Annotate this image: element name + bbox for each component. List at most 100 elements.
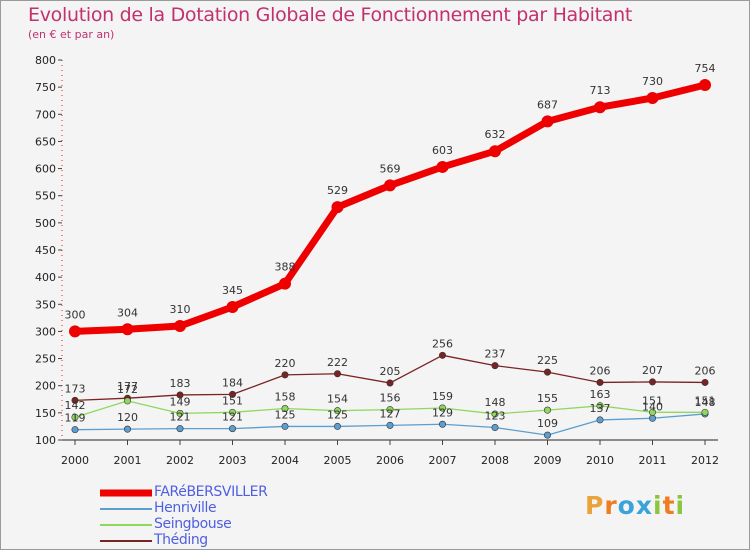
data-point[interactable] bbox=[543, 431, 551, 439]
data-point[interactable] bbox=[491, 410, 499, 418]
data-point[interactable] bbox=[176, 409, 184, 417]
data-point[interactable] bbox=[331, 201, 344, 214]
logo-letter: P bbox=[585, 491, 605, 520]
data-point[interactable] bbox=[648, 414, 656, 422]
data-point[interactable] bbox=[386, 379, 394, 387]
logo-letter: r bbox=[604, 491, 618, 520]
data-label: 713 bbox=[590, 84, 611, 97]
data-point[interactable] bbox=[229, 425, 237, 433]
data-point[interactable] bbox=[281, 422, 289, 430]
data-point[interactable] bbox=[438, 404, 446, 412]
data-label: 151 bbox=[222, 394, 243, 407]
data-point[interactable] bbox=[543, 368, 551, 376]
data-label: 754 bbox=[695, 62, 716, 75]
data-point[interactable] bbox=[229, 390, 237, 398]
data-label: 300 bbox=[65, 308, 86, 321]
data-point[interactable] bbox=[543, 406, 551, 414]
data-point[interactable] bbox=[386, 421, 394, 429]
data-label: 137 bbox=[590, 402, 611, 415]
data-label: 119 bbox=[65, 412, 86, 425]
data-point[interactable] bbox=[386, 406, 394, 414]
data-point[interactable] bbox=[491, 424, 499, 432]
data-point[interactable] bbox=[176, 425, 184, 433]
data-point[interactable] bbox=[281, 371, 289, 379]
x-tick-label: 2003 bbox=[219, 454, 247, 467]
data-label: 183 bbox=[170, 377, 191, 390]
y-tick-label: 300 bbox=[35, 325, 56, 338]
x-tick-label: 2006 bbox=[376, 454, 404, 467]
y-tick-label: 650 bbox=[35, 135, 56, 148]
data-point[interactable] bbox=[384, 179, 396, 192]
data-point[interactable] bbox=[281, 405, 289, 413]
data-label: 151 bbox=[642, 394, 663, 407]
data-point[interactable] bbox=[596, 416, 604, 424]
data-label: 172 bbox=[117, 383, 138, 396]
data-point[interactable] bbox=[648, 378, 656, 386]
data-label: 220 bbox=[275, 357, 296, 370]
data-point[interactable] bbox=[71, 426, 79, 434]
data-label: 304 bbox=[117, 306, 138, 319]
data-point[interactable] bbox=[646, 92, 659, 104]
data-point[interactable] bbox=[333, 370, 341, 378]
data-label: 310 bbox=[170, 303, 191, 316]
logo-letter: i bbox=[675, 491, 686, 520]
data-label: 207 bbox=[642, 364, 663, 377]
data-point[interactable] bbox=[229, 408, 237, 416]
data-label: 121 bbox=[222, 411, 243, 424]
x-tick-label: 2007 bbox=[429, 454, 457, 467]
data-label: 125 bbox=[327, 408, 348, 421]
data-point[interactable] bbox=[594, 101, 606, 114]
data-label: 151 bbox=[695, 394, 716, 407]
data-point[interactable] bbox=[489, 145, 501, 158]
data-point[interactable] bbox=[333, 407, 341, 415]
data-point[interactable] bbox=[176, 391, 184, 399]
data-point[interactable] bbox=[491, 362, 499, 370]
data-point[interactable] bbox=[71, 413, 79, 421]
data-label: 120 bbox=[117, 411, 138, 424]
data-label: 127 bbox=[380, 407, 401, 420]
y-tick-label: 750 bbox=[35, 81, 56, 94]
data-point[interactable] bbox=[174, 320, 186, 332]
data-point[interactable] bbox=[69, 325, 81, 338]
legend-swatch bbox=[100, 540, 152, 542]
data-point[interactable] bbox=[596, 402, 604, 410]
data-point[interactable] bbox=[596, 378, 604, 386]
x-tick-label: 2011 bbox=[639, 454, 667, 467]
data-point[interactable] bbox=[226, 301, 239, 313]
data-point[interactable] bbox=[701, 378, 709, 386]
logo-letter: t bbox=[662, 491, 676, 520]
data-label: 177 bbox=[117, 380, 138, 393]
y-tick-label: 100 bbox=[35, 434, 56, 447]
legend-swatch bbox=[100, 489, 152, 497]
data-point[interactable] bbox=[699, 78, 711, 91]
proxiti-logo[interactable]: Proxiti bbox=[585, 491, 685, 520]
legend-swatch bbox=[100, 508, 152, 510]
data-point[interactable] bbox=[701, 408, 709, 416]
data-label: 632 bbox=[485, 128, 506, 141]
data-point[interactable] bbox=[438, 351, 446, 359]
data-point[interactable] bbox=[648, 408, 656, 416]
data-point[interactable] bbox=[541, 115, 554, 128]
data-label: 154 bbox=[327, 393, 348, 406]
data-point[interactable] bbox=[436, 160, 449, 173]
data-label: 129 bbox=[432, 406, 453, 419]
data-label: 173 bbox=[65, 382, 86, 395]
data-point[interactable] bbox=[121, 323, 134, 336]
x-tick-label: 2005 bbox=[324, 454, 352, 467]
data-label: 569 bbox=[380, 162, 401, 175]
data-point[interactable] bbox=[279, 277, 291, 290]
data-point[interactable] bbox=[124, 397, 132, 405]
y-tick-label: 450 bbox=[35, 244, 56, 257]
data-point[interactable] bbox=[333, 422, 341, 430]
data-label: 237 bbox=[485, 348, 506, 361]
data-label: 225 bbox=[537, 354, 558, 367]
x-tick-label: 2009 bbox=[534, 454, 562, 467]
data-label: 155 bbox=[537, 392, 558, 405]
data-point[interactable] bbox=[71, 396, 79, 404]
data-label: 148 bbox=[485, 396, 506, 409]
series-line-0[interactable] bbox=[71, 81, 709, 335]
data-label: 206 bbox=[590, 364, 611, 377]
data-point[interactable] bbox=[124, 425, 132, 433]
data-point[interactable] bbox=[438, 420, 446, 428]
